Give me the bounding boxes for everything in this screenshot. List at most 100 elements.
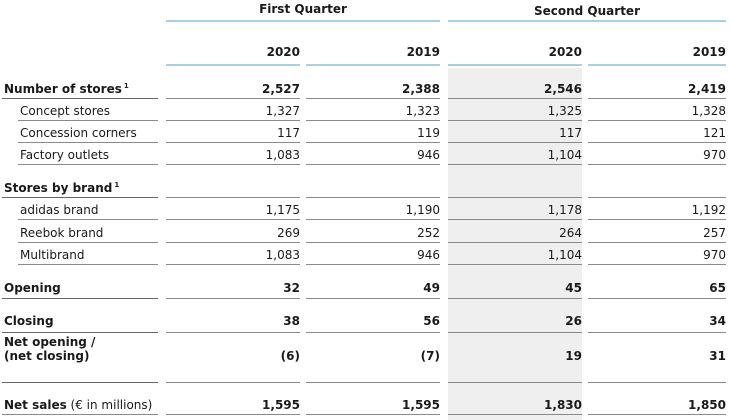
table-cell: 264 [559,226,582,240]
cell-divider [588,382,726,383]
cell-divider [166,98,300,99]
cell-divider [588,98,726,99]
year-rule-q2-2020 [448,64,582,66]
row-label: Multibrand [20,248,84,262]
table-cell: 1,178 [547,203,582,217]
cell-divider [588,298,726,299]
cell-divider [306,142,440,143]
row-label: Factory outlets [20,148,109,162]
cell-divider [166,142,300,143]
cell-divider [166,120,300,121]
table-cell: 252 [417,226,440,240]
table-cell: 1,327 [265,104,300,118]
cell-divider [306,242,440,243]
cell-divider [166,298,300,299]
group-header-second-quarter: Second Quarter [533,4,640,18]
row-divider [18,264,158,265]
row-divider [2,414,158,415]
table-cell: (6) [280,349,300,363]
year-header-q1-2019: 2019 [406,45,440,59]
table-cell: 1,104 [547,248,582,262]
cell-divider [448,298,582,299]
row-label-text: Closing [4,314,54,328]
row-label-text: adidas brand [20,203,99,217]
cell-divider [166,264,300,265]
table-cell: 26 [565,314,582,328]
row-label-text: Factory outlets [20,148,109,162]
cell-divider [448,414,582,415]
row-label: Concept stores [20,104,110,118]
table-cell: 119 [417,126,440,140]
row-label-text: Number of stores [4,82,122,96]
group-rule-second-quarter [448,20,726,22]
row-divider [18,120,158,121]
row-label: Closing [4,314,54,328]
table-cell: 117 [277,126,300,140]
cell-divider [306,332,440,333]
table-cell: (7) [420,349,440,363]
row-label: Reebok brand [20,226,103,240]
table-cell: 1,083 [265,248,300,262]
cell-divider [448,142,582,143]
group-rule-first-quarter [166,20,440,22]
row-divider [18,142,158,143]
row-label: adidas brand [20,203,98,217]
table-cell: 1,595 [402,398,440,412]
cell-divider [306,164,440,165]
cell-divider [166,382,300,383]
cell-divider [166,242,300,243]
cell-divider [166,332,300,333]
table-cell: 946 [417,248,440,262]
row-label-text: Reebok brand [20,226,104,240]
cell-divider [588,242,726,243]
cell-divider [588,197,726,198]
table-cell: 970 [703,148,726,162]
cell-divider [448,164,582,165]
table-cell: 65 [709,281,726,295]
table-cell: 45 [565,281,582,295]
cell-divider [588,120,726,121]
row-divider [2,382,158,383]
table-cell: 1,850 [688,398,726,412]
table-cell: 1,175 [265,203,300,217]
cell-divider [588,142,726,143]
row-label: Concession corners [20,126,137,140]
table-cell: 2,388 [402,82,440,96]
table-cell: 1,595 [262,398,300,412]
row-label: Stores by brand 1 [4,181,119,195]
row-label: Opening [4,281,61,295]
row-divider [2,98,158,99]
table-cell: 31 [709,349,726,363]
cell-divider [306,264,440,265]
year-header-q2-2020: 2020 [548,45,582,59]
table-cell: 1,192 [691,203,726,217]
table-cell: 257 [703,226,726,240]
table-cell: 970 [703,248,726,262]
table-cell: 49 [423,281,440,295]
row-divider [18,242,158,243]
row-label-text: Concession corners [20,126,137,140]
q2-2020-column-shading [448,68,582,420]
cell-divider [166,219,300,220]
cell-divider [448,219,582,220]
table-cell: 269 [277,226,300,240]
cell-divider [448,98,582,99]
table-cell: 2,419 [688,82,726,96]
cell-divider [588,414,726,415]
cell-divider [306,382,440,383]
row-label-unit: (€ in millions) [66,398,153,412]
row-divider [2,298,158,299]
cell-divider [448,332,582,333]
year-rule-q2-2019 [588,64,726,66]
row-divider [2,332,158,333]
row-label: Net opening / (net closing) [4,335,95,363]
table-cell: 2,527 [262,82,300,96]
row-label: Net sales (€ in millions) [4,398,152,412]
table-cell: 2,546 [544,82,582,96]
cell-divider [588,164,726,165]
cell-divider [448,120,582,121]
footnote-marker: 1 [114,181,120,189]
cell-divider [306,414,440,415]
row-label-text: Stores by brand [4,181,113,195]
footnote-marker: 1 [123,82,129,90]
